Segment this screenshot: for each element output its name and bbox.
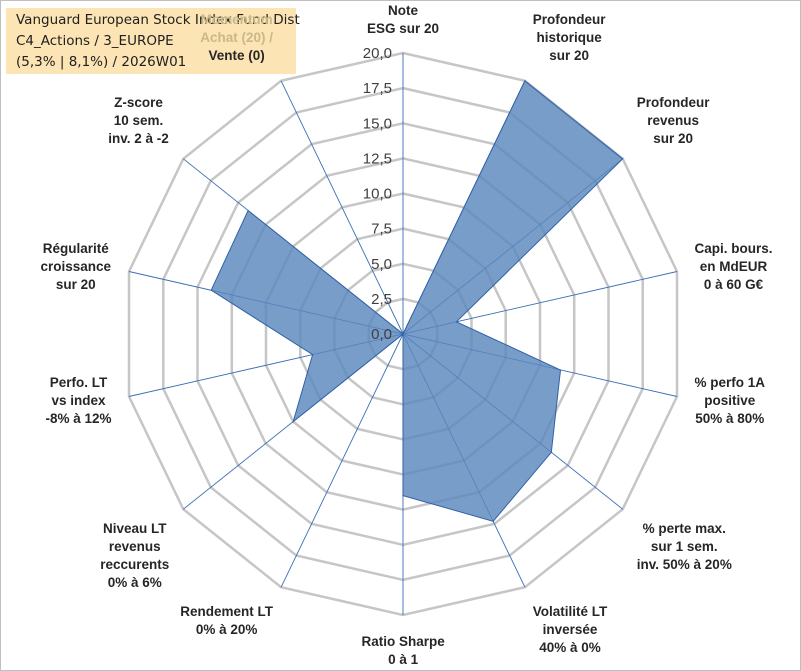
axis-label: Note ESG sur 20 xyxy=(367,2,439,38)
axis-label-line: croissance xyxy=(40,259,112,275)
axis-label-line: % perfo 1A xyxy=(694,374,766,390)
axis-label: % perte max. sur 1 sem. inv. 50% à 20% xyxy=(637,520,732,574)
axis-label-line: historique xyxy=(536,29,602,45)
axis-label-line: Capi. bours. xyxy=(694,241,773,257)
axis-spoke xyxy=(280,80,404,335)
axis-label-line: -8% à 12% xyxy=(45,410,112,426)
axis-label: Perfo. LT vs index -8% à 12% xyxy=(45,374,111,428)
axis-label-line: Profondeur xyxy=(532,11,606,27)
axis-label: Niveau LT revenus reccurents 0% à 6% xyxy=(100,520,169,592)
data-point xyxy=(292,421,294,423)
axis-label: Ratio Sharpe 0 à 1 xyxy=(362,633,445,669)
axis-label-line: sur 20 xyxy=(549,47,589,63)
axis-label: Régularité croissance sur 20 xyxy=(40,240,111,294)
tick-label: 20,0 xyxy=(363,45,392,62)
axis-label-line: revenus xyxy=(647,112,700,128)
axis-label-line: sur 20 xyxy=(653,130,694,146)
data-point xyxy=(559,369,562,371)
radial-tick-labels: 0,0 2,5 5,0 7,5 10,0 12,5 15,0 17,5 20,0 xyxy=(363,45,392,343)
series-area xyxy=(210,80,624,522)
axis-label-line: Rendement LT xyxy=(180,604,274,620)
axis-label-line: Achat (20) / xyxy=(200,29,274,45)
axis-label-line: Volatilité LT xyxy=(532,604,608,620)
axis-label-line: 40% à 0% xyxy=(539,640,601,656)
tick-label: 17,5 xyxy=(363,80,392,97)
axis-label: Capi. bours. en MdEUR 0 à 60 G€ xyxy=(695,240,773,294)
axis-label-line: Profondeur xyxy=(636,94,710,110)
axis-label-line: % perte max. xyxy=(642,521,726,537)
axis-label-line: sur 1 sem. xyxy=(650,539,718,555)
chart-subtitle-category: C4_Actions / 3_EUROPE xyxy=(16,33,174,49)
axis-label-line: Vente (0) xyxy=(208,47,265,63)
axis-label: Profondeur revenus sur 20 xyxy=(637,94,710,148)
tick-label: 10,0 xyxy=(363,186,392,203)
axis-label: Profondeur historique sur 20 xyxy=(533,11,606,65)
axis-label: Z-score 10 sem. inv. 2 à -2 xyxy=(108,94,169,148)
axis-label-line: inv. 50% à 20% xyxy=(636,557,732,573)
axis-label-line: Z-score xyxy=(114,94,163,110)
tick-label: 5,0 xyxy=(371,256,392,273)
tick-label: 15,0 xyxy=(363,115,392,132)
axis-label-line: Note xyxy=(388,3,419,18)
tick-label: 0,0 xyxy=(371,326,392,343)
data-point xyxy=(402,333,404,335)
axis-label-line: inversée xyxy=(542,622,598,638)
axis-label: % perfo 1A positive 50% à 80% xyxy=(695,374,766,428)
axis-label-line: positive xyxy=(704,392,756,408)
data-point xyxy=(455,321,457,323)
axis-label-line: Régularité xyxy=(42,241,109,257)
axis-label-line: reccurents xyxy=(100,557,170,573)
data-point xyxy=(210,289,212,291)
axis-label-line: revenus xyxy=(108,539,161,555)
axis-label-line: Niveau LT xyxy=(102,521,167,537)
data-point xyxy=(550,451,552,453)
data-point xyxy=(402,495,404,497)
data-point xyxy=(492,520,494,522)
chart-title: Vanguard European Stock Index Fund Dist xyxy=(16,12,300,28)
axis-label: Momentum Achat (20) / Vente (0) xyxy=(200,11,273,65)
chart-subtitle-period: (5,3% | 8,1%) / 2026W01 xyxy=(16,54,187,70)
axis-label-line: Ratio Sharpe xyxy=(361,634,445,649)
axis-label-line: 50% à 80% xyxy=(695,410,765,426)
axis-label: Rendement LT 0% à 20% xyxy=(180,603,273,639)
axis-label-line: sur 20 xyxy=(55,277,96,293)
axis-label-line: inv. 2 à -2 xyxy=(108,130,169,146)
axis-label-line: 0 à 1 xyxy=(388,652,419,667)
axis-label-line: 0% à 6% xyxy=(107,575,162,591)
axis-label-line: en MdEUR xyxy=(699,259,768,275)
data-point xyxy=(622,158,624,160)
axis-spoke xyxy=(280,333,404,588)
tick-label: 7,5 xyxy=(371,221,392,238)
axis-label: Volatilité LT inversée 40% à 0% xyxy=(533,603,608,657)
tick-label: 12,5 xyxy=(363,150,392,167)
axis-label-line: 10 sem. xyxy=(113,112,164,128)
tick-label: 2,5 xyxy=(371,291,392,308)
axis-label-line: Perfo. LT xyxy=(49,374,108,390)
axis-label-line: 0% à 20% xyxy=(195,622,258,638)
axis-label-line: 0 à 60 G€ xyxy=(703,277,764,293)
radar-series xyxy=(210,80,624,522)
axis-label-line: ESG sur 20 xyxy=(367,21,440,36)
data-point xyxy=(312,354,314,356)
axis-label-line: vs index xyxy=(51,392,106,408)
data-point xyxy=(524,80,526,82)
axis-label-line: Momentum xyxy=(200,11,273,27)
data-point xyxy=(247,209,249,212)
chart-title-box: Vanguard European Stock Index Fund Dist … xyxy=(6,8,300,74)
